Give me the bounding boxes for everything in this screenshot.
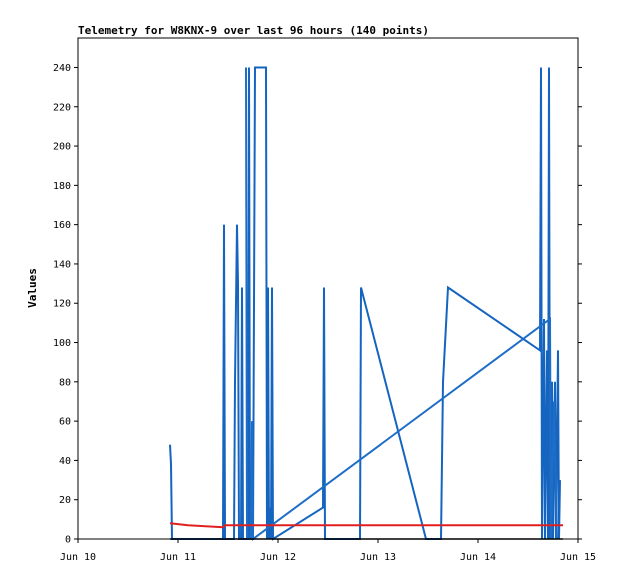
x-tick-label: Jun 13 [360,552,396,563]
y-tick-label: 200 [53,142,71,153]
x-tick-label: Jun 11 [160,552,196,563]
x-tick-label: Jun 15 [560,552,596,563]
y-tick-label: 140 [53,259,71,270]
series-line-0 [169,66,561,541]
y-tick-label: 0 [65,535,71,546]
y-tick-label: 220 [53,102,71,113]
y-tick-label: 240 [53,63,71,74]
axes: 0 20 40 60 80 100 120 140 160 180 200 220 240 Jun 10 J… [53,63,596,563]
x-tick-label: Jun 10 [60,552,96,563]
y-tick-label: 120 [53,299,71,310]
plot-area [77,37,579,540]
x-tick-label: Jun 12 [260,552,296,563]
y-tick-label: 100 [53,338,71,349]
series-line-2 [169,522,563,529]
y-tick-label: 40 [59,456,71,467]
y-tick-label: 20 [59,495,71,506]
series-layer [169,66,563,541]
y-tick-label: 60 [59,417,71,428]
y-tick-label: 160 [53,220,71,231]
y-tick-label: 180 [53,181,71,192]
chart-title: Telemetry for W8KNX-9 over last 96 hours… [78,24,429,37]
y-axis-label: Values [26,268,39,308]
x-tick-label: Jun 14 [460,552,496,563]
y-tick-label: 80 [59,377,71,388]
